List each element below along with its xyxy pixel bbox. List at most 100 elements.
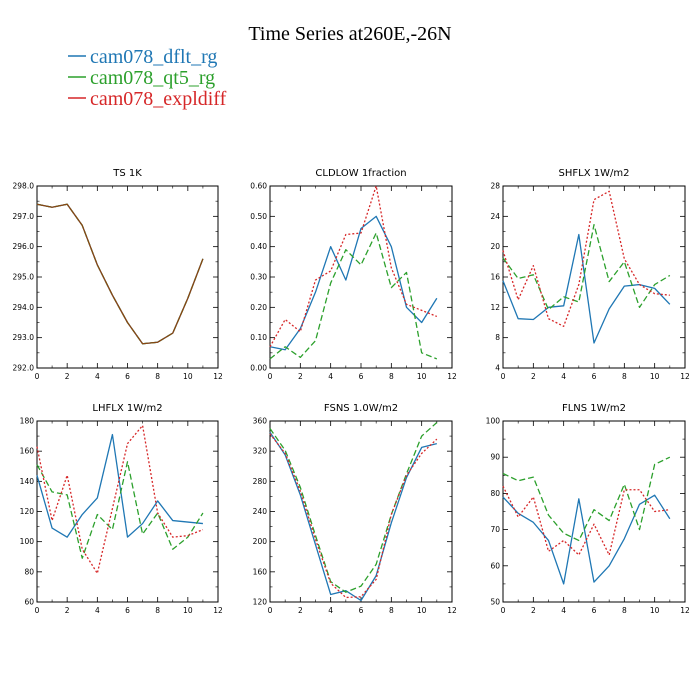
y-tick-label: 80 [490, 489, 500, 498]
x-tick-label: 0 [35, 372, 40, 381]
y-tick-label: 120 [20, 507, 35, 516]
y-tick-label: 320 [253, 447, 268, 456]
series-line-1 [502, 494, 671, 585]
y-tick-label: 0.10 [250, 333, 267, 342]
y-tick-label: 160 [253, 567, 268, 576]
x-tick-label: 4 [328, 372, 333, 381]
y-tick-label: 12 [490, 303, 500, 312]
x-tick-label: 10 [417, 606, 427, 615]
plot-frame [269, 420, 453, 603]
x-tick-label: 4 [95, 606, 100, 615]
x-tick-label: 10 [650, 372, 660, 381]
y-tick-label: 180 [20, 417, 35, 426]
series-line-2 [502, 456, 671, 542]
y-tick-label: 50 [490, 598, 500, 607]
y-tick-label: 0.20 [250, 303, 267, 312]
panel-4: LHFLX 1W/m2 0 2 4 6 8 10 12 60 80 100 120 140 160 180 [20, 403, 223, 615]
figure-title: Time Series at260E,-26N [248, 23, 451, 45]
series-line-3 [269, 433, 438, 599]
x-tick-label: 6 [592, 372, 597, 381]
x-tick-label: 8 [155, 606, 160, 615]
y-tick-label: 297.0 [13, 212, 35, 221]
panel-title: LHFLX 1W/m2 [92, 403, 162, 414]
legend-entry-1: cam078_dflt_rg [68, 46, 217, 68]
series-line-3 [36, 424, 204, 574]
y-tick-label: 0.00 [250, 364, 267, 373]
series-line-1 [36, 433, 203, 538]
y-tick-label: 0.40 [250, 242, 267, 251]
y-tick-label: 60 [490, 561, 500, 570]
chart-panels: TS 1K0 2 4 6 8 10 12292.0293.0294.0295.0296.02… [13, 168, 690, 615]
y-tick-label: 295.0 [13, 273, 35, 282]
x-tick-label: 4 [328, 606, 333, 615]
x-tick-label: 6 [125, 372, 130, 381]
panel-title: FLNS 1W/m2 [562, 403, 626, 414]
series-line-2 [502, 224, 671, 311]
y-tick-label: 200 [253, 537, 268, 546]
x-tick-label: 0 [35, 606, 40, 615]
x-tick-label: 6 [359, 372, 364, 381]
legend-entry-3: cam078_expldiff [68, 88, 227, 110]
y-tick-label: 294.0 [13, 303, 35, 312]
series-line-1 [36, 203, 204, 345]
series-line-1 [269, 215, 438, 351]
panel-1: TS 1K 0 2 4 6 8 10 12 292.0 293.0 294.0 295.0 296.0 2… [13, 168, 223, 381]
plot-frame [269, 185, 453, 369]
x-tick-label: 10 [650, 606, 660, 615]
x-tick-label: 12 [680, 606, 690, 615]
y-tick-label: 293.0 [13, 333, 35, 342]
y-tick-label: 8 [495, 333, 500, 342]
y-tick-label: 4 [495, 364, 500, 373]
series-line-2 [36, 203, 204, 345]
panel-6: FLNS 1W/m2 0 2 4 6 8 10 12 50 60 70 80 90 100 [486, 403, 690, 615]
x-tick-label: 10 [183, 606, 193, 615]
x-tick-label: 4 [561, 606, 566, 615]
plot-frame [36, 185, 219, 369]
x-tick-label: 12 [447, 372, 457, 381]
x-tick-label: 2 [298, 372, 303, 381]
x-tick-label: 2 [65, 372, 70, 381]
legend-entry-2: cam078_qt5_rg [68, 67, 215, 89]
series-line-3 [502, 485, 670, 556]
panel-title: CLDLOW 1fraction [315, 168, 406, 179]
y-tick-label: 70 [490, 525, 500, 534]
y-tick-label: 24 [490, 212, 500, 221]
x-tick-label: 8 [389, 606, 394, 615]
panel-title: TS 1K [112, 168, 142, 179]
y-tick-label: 60 [24, 598, 34, 607]
y-tick-label: 160 [20, 447, 35, 456]
legend-label-1: cam078_dflt_rg [90, 46, 217, 68]
series-line-3 [269, 185, 438, 348]
x-tick-label: 0 [268, 606, 273, 615]
x-tick-label: 10 [183, 372, 193, 381]
x-tick-label: 6 [125, 606, 130, 615]
y-tick-label: 80 [24, 567, 34, 576]
x-tick-label: 2 [65, 606, 70, 615]
x-tick-label: 12 [213, 372, 223, 381]
y-tick-label: 0.50 [250, 212, 267, 221]
x-tick-label: 0 [501, 606, 506, 615]
y-tick-label: 28 [490, 182, 500, 191]
y-tick-label: 240 [253, 507, 268, 516]
x-tick-label: 2 [298, 606, 303, 615]
y-tick-label: 0.30 [250, 273, 267, 282]
x-tick-label: 8 [622, 372, 627, 381]
series-line-2 [269, 232, 438, 360]
series-line-2 [36, 461, 204, 559]
x-tick-label: 2 [531, 606, 536, 615]
series-line-1 [269, 431, 437, 602]
series-line-3 [36, 203, 204, 345]
y-tick-label: 0.60 [250, 182, 267, 191]
plot-frame [502, 420, 686, 603]
panel-title: SHFLX 1W/m2 [559, 168, 630, 179]
x-tick-label: 4 [561, 372, 566, 381]
y-tick-label: 20 [490, 242, 500, 251]
y-tick-label: 280 [253, 477, 268, 486]
x-tick-label: 2 [531, 372, 536, 381]
x-tick-label: 8 [389, 372, 394, 381]
y-tick-label: 16 [490, 273, 500, 282]
x-tick-label: 4 [95, 372, 100, 381]
y-tick-label: 120 [253, 598, 268, 607]
